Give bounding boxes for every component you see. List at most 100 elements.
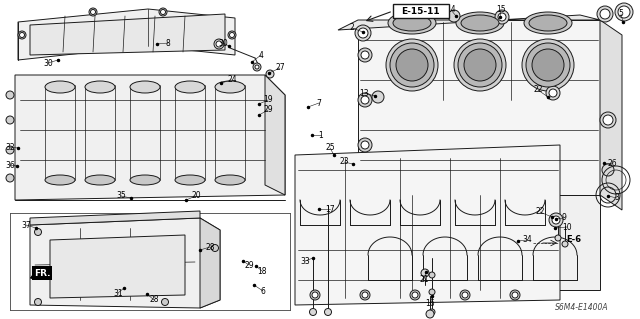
Circle shape	[362, 292, 368, 298]
Circle shape	[448, 10, 460, 22]
Circle shape	[426, 310, 434, 318]
Circle shape	[386, 39, 438, 91]
Ellipse shape	[175, 81, 205, 93]
Text: 3: 3	[614, 194, 620, 203]
Text: E-6: E-6	[566, 235, 581, 244]
Circle shape	[355, 25, 371, 41]
Ellipse shape	[461, 15, 499, 31]
Polygon shape	[15, 75, 285, 200]
Circle shape	[360, 290, 370, 300]
Text: 20: 20	[191, 191, 201, 201]
Ellipse shape	[45, 175, 75, 185]
Circle shape	[6, 91, 14, 99]
Circle shape	[266, 70, 274, 78]
Text: 1: 1	[319, 130, 323, 139]
Text: 28: 28	[205, 242, 215, 251]
Text: 37: 37	[21, 220, 31, 229]
Circle shape	[18, 31, 26, 39]
Text: 23: 23	[339, 158, 349, 167]
Ellipse shape	[524, 12, 572, 34]
Circle shape	[498, 13, 506, 21]
Circle shape	[35, 299, 42, 306]
Text: 33: 33	[300, 256, 310, 265]
Circle shape	[161, 299, 168, 306]
Text: 9: 9	[561, 213, 566, 222]
Ellipse shape	[393, 15, 431, 31]
Polygon shape	[600, 20, 622, 210]
Text: 17: 17	[325, 204, 335, 213]
Text: 10: 10	[562, 222, 572, 232]
Text: 4: 4	[259, 50, 264, 60]
Circle shape	[555, 235, 561, 241]
Circle shape	[532, 49, 564, 81]
Ellipse shape	[456, 12, 504, 34]
Text: 30: 30	[218, 39, 228, 48]
Circle shape	[396, 49, 428, 81]
Circle shape	[214, 39, 224, 49]
Circle shape	[255, 65, 259, 69]
Circle shape	[310, 290, 320, 300]
Polygon shape	[358, 195, 600, 290]
Circle shape	[526, 43, 570, 87]
Circle shape	[230, 33, 234, 38]
Circle shape	[361, 96, 369, 104]
Text: 24: 24	[227, 76, 237, 85]
Ellipse shape	[215, 81, 245, 93]
Polygon shape	[358, 20, 600, 195]
Text: 7: 7	[317, 99, 321, 108]
Circle shape	[600, 9, 610, 19]
Circle shape	[390, 43, 434, 87]
Circle shape	[429, 309, 435, 315]
Circle shape	[512, 292, 518, 298]
Ellipse shape	[215, 175, 245, 185]
Circle shape	[464, 49, 496, 81]
Circle shape	[211, 244, 218, 251]
Circle shape	[549, 89, 557, 97]
Text: 27: 27	[275, 63, 285, 72]
Text: 29: 29	[244, 261, 254, 270]
Circle shape	[510, 290, 520, 300]
Text: 14: 14	[446, 5, 456, 14]
Circle shape	[35, 228, 42, 235]
Text: E-15-11: E-15-11	[401, 6, 440, 16]
Text: 35: 35	[116, 191, 126, 201]
Polygon shape	[50, 235, 185, 298]
Circle shape	[618, 6, 630, 18]
Text: 16: 16	[425, 299, 435, 308]
Circle shape	[310, 308, 317, 315]
Ellipse shape	[175, 175, 205, 185]
Text: 21: 21	[419, 275, 429, 284]
Circle shape	[412, 292, 418, 298]
Text: 36: 36	[5, 160, 15, 169]
Circle shape	[429, 272, 435, 278]
Polygon shape	[18, 9, 235, 60]
Text: FR.: FR.	[34, 269, 51, 278]
Polygon shape	[265, 75, 285, 195]
Circle shape	[312, 292, 318, 298]
Circle shape	[600, 112, 616, 128]
Circle shape	[361, 141, 369, 149]
Circle shape	[562, 241, 568, 247]
Ellipse shape	[130, 81, 160, 93]
Circle shape	[161, 10, 166, 14]
Polygon shape	[200, 218, 220, 308]
Circle shape	[253, 63, 261, 71]
Circle shape	[546, 86, 560, 100]
Text: 32: 32	[5, 143, 15, 152]
Text: 30: 30	[43, 58, 53, 68]
Ellipse shape	[45, 81, 75, 93]
Text: 28: 28	[149, 295, 159, 305]
Text: S6M4-E1400A: S6M4-E1400A	[555, 303, 609, 313]
Text: 6: 6	[260, 286, 266, 295]
Circle shape	[216, 41, 222, 47]
Circle shape	[358, 28, 368, 38]
Circle shape	[522, 39, 574, 91]
Text: 22: 22	[535, 207, 545, 217]
Circle shape	[454, 39, 506, 91]
Circle shape	[552, 216, 560, 224]
Circle shape	[597, 6, 613, 22]
Circle shape	[410, 290, 420, 300]
Polygon shape	[338, 15, 600, 30]
Text: 22: 22	[533, 85, 543, 94]
Circle shape	[324, 308, 332, 315]
